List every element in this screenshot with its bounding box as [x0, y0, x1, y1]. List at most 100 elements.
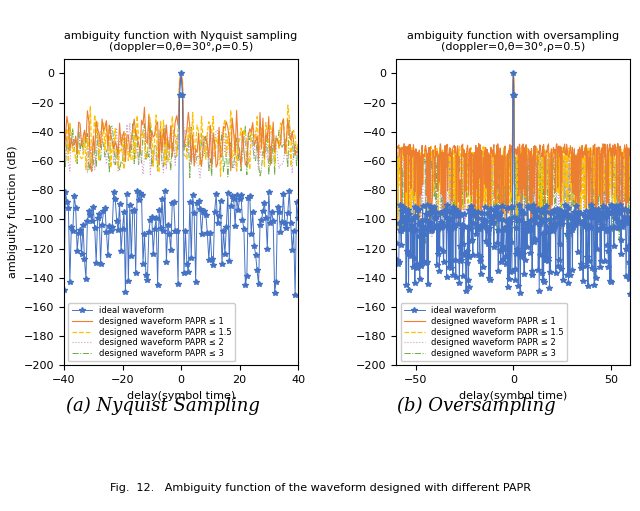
designed waveform PAPR ≤ 1 — [139, 122, 147, 128]
designed waveform PAPR ≤ 1 — [88, 169, 95, 175]
designed waveform PAPR ≤ 1.5 — [617, 152, 625, 158]
designed waveform PAPR ≤ 3 — [617, 161, 625, 168]
designed waveform PAPR ≤ 1 — [566, 146, 574, 152]
designed waveform PAPR ≤ 1.5 — [285, 115, 293, 121]
Line: designed waveform PAPR ≤ 2: designed waveform PAPR ≤ 2 — [396, 74, 630, 239]
designed waveform PAPR ≤ 3 — [558, 170, 566, 176]
designed waveform PAPR ≤ 2 — [138, 154, 145, 160]
designed waveform PAPR ≤ 1.5 — [566, 150, 574, 156]
ideal waveform — [125, 277, 132, 284]
X-axis label: delay(symbol time): delay(symbol time) — [127, 390, 235, 401]
Text: (b) Oversampling: (b) Oversampling — [397, 397, 556, 415]
ideal waveform — [268, 209, 276, 215]
Text: (a) Nyquist Sampling: (a) Nyquist Sampling — [67, 397, 260, 415]
designed waveform PAPR ≤ 1 — [177, 71, 185, 77]
designed waveform PAPR ≤ 1.5 — [138, 132, 145, 138]
designed waveform PAPR ≤ 2 — [411, 236, 419, 242]
Line: designed waveform PAPR ≤ 2: designed waveform PAPR ≤ 2 — [64, 74, 298, 178]
designed waveform PAPR ≤ 2 — [558, 189, 566, 195]
designed waveform PAPR ≤ 3 — [258, 166, 266, 172]
designed waveform PAPR ≤ 2 — [563, 207, 571, 214]
designed waveform PAPR ≤ 3 — [269, 131, 277, 137]
designed waveform PAPR ≤ 1 — [558, 149, 566, 155]
designed waveform PAPR ≤ 1.5 — [125, 158, 132, 164]
Line: designed waveform PAPR ≤ 3: designed waveform PAPR ≤ 3 — [64, 74, 298, 178]
ideal waveform — [566, 222, 573, 228]
designed waveform PAPR ≤ 2 — [177, 71, 185, 77]
designed waveform PAPR ≤ 2 — [196, 175, 204, 181]
designed waveform PAPR ≤ 3 — [285, 117, 293, 123]
ideal waveform — [563, 211, 570, 217]
designed waveform PAPR ≤ 2 — [509, 71, 517, 77]
Line: designed waveform PAPR ≤ 1.5: designed waveform PAPR ≤ 1.5 — [396, 74, 630, 231]
Line: designed waveform PAPR ≤ 1: designed waveform PAPR ≤ 1 — [64, 74, 298, 172]
designed waveform PAPR ≤ 1.5 — [258, 125, 266, 131]
designed waveform PAPR ≤ 1 — [499, 211, 507, 217]
designed waveform PAPR ≤ 2 — [617, 161, 625, 168]
designed waveform PAPR ≤ 1 — [148, 128, 156, 134]
designed waveform PAPR ≤ 1 — [392, 143, 400, 149]
designed waveform PAPR ≤ 2 — [566, 189, 574, 195]
designed waveform PAPR ≤ 1.5 — [294, 142, 302, 148]
Line: ideal waveform: ideal waveform — [61, 71, 301, 298]
ideal waveform — [284, 210, 292, 216]
designed waveform PAPR ≤ 2 — [512, 207, 520, 214]
designed waveform PAPR ≤ 3 — [294, 140, 302, 146]
designed waveform PAPR ≤ 1.5 — [472, 228, 480, 235]
designed waveform PAPR ≤ 1 — [509, 71, 517, 77]
designed waveform PAPR ≤ 1 — [60, 154, 68, 160]
designed waveform PAPR ≤ 1.5 — [499, 155, 507, 161]
designed waveform PAPR ≤ 1.5 — [177, 71, 185, 77]
ideal waveform — [392, 240, 400, 246]
Line: designed waveform PAPR ≤ 3: designed waveform PAPR ≤ 3 — [396, 74, 630, 243]
Line: designed waveform PAPR ≤ 1: designed waveform PAPR ≤ 1 — [396, 74, 630, 224]
X-axis label: delay(symbol time): delay(symbol time) — [460, 390, 568, 401]
designed waveform PAPR ≤ 3 — [509, 71, 517, 77]
designed waveform PAPR ≤ 3 — [566, 158, 574, 165]
designed waveform PAPR ≤ 1 — [258, 146, 266, 152]
Text: Fig.  12.   Ambiguity function of the waveform designed with different PAPR: Fig. 12. Ambiguity function of the wavef… — [109, 482, 531, 493]
designed waveform PAPR ≤ 3 — [60, 138, 68, 144]
designed waveform PAPR ≤ 1 — [269, 119, 277, 125]
designed waveform PAPR ≤ 1.5 — [147, 118, 154, 124]
designed waveform PAPR ≤ 1.5 — [509, 71, 517, 77]
ideal waveform — [499, 217, 506, 223]
designed waveform PAPR ≤ 3 — [177, 71, 185, 77]
ideal waveform — [147, 217, 154, 223]
designed waveform PAPR ≤ 2 — [258, 153, 266, 159]
ideal waveform — [256, 222, 264, 228]
designed waveform PAPR ≤ 3 — [147, 120, 154, 126]
Title: ambiguity function with Nyquist sampling
(doppler=0,θ=30°,ρ=0.5): ambiguity function with Nyquist sampling… — [65, 31, 298, 53]
designed waveform PAPR ≤ 1.5 — [269, 125, 277, 131]
designed waveform PAPR ≤ 1.5 — [512, 149, 520, 155]
Y-axis label: ambiguity function (dB): ambiguity function (dB) — [8, 146, 18, 278]
Title: ambiguity function with oversampling
(doppler=0,θ=30°,ρ=0.5): ambiguity function with oversampling (do… — [407, 31, 620, 53]
designed waveform PAPR ≤ 3 — [563, 239, 571, 245]
designed waveform PAPR ≤ 2 — [285, 150, 293, 156]
ideal waveform — [509, 71, 517, 77]
designed waveform PAPR ≤ 3 — [627, 219, 634, 225]
ideal waveform — [627, 291, 634, 297]
designed waveform PAPR ≤ 3 — [392, 155, 400, 161]
designed waveform PAPR ≤ 3 — [499, 164, 507, 170]
designed waveform PAPR ≤ 3 — [186, 175, 194, 181]
designed waveform PAPR ≤ 1.5 — [392, 151, 400, 157]
designed waveform PAPR ≤ 2 — [294, 154, 302, 160]
ideal waveform — [294, 215, 302, 221]
ideal waveform — [291, 292, 299, 298]
designed waveform PAPR ≤ 1 — [627, 144, 634, 150]
designed waveform PAPR ≤ 2 — [147, 172, 154, 178]
designed waveform PAPR ≤ 1 — [126, 150, 134, 156]
designed waveform PAPR ≤ 1 — [294, 149, 302, 155]
designed waveform PAPR ≤ 3 — [125, 149, 132, 155]
Line: designed waveform PAPR ≤ 1.5: designed waveform PAPR ≤ 1.5 — [64, 74, 298, 176]
ideal waveform — [60, 287, 68, 293]
designed waveform PAPR ≤ 1 — [512, 150, 520, 156]
ideal waveform — [177, 71, 185, 77]
Line: ideal waveform: ideal waveform — [394, 71, 633, 296]
designed waveform PAPR ≤ 2 — [392, 190, 400, 196]
designed waveform PAPR ≤ 1 — [285, 131, 293, 137]
ideal waveform — [511, 276, 519, 283]
designed waveform PAPR ≤ 1.5 — [627, 156, 634, 162]
designed waveform PAPR ≤ 1.5 — [60, 157, 68, 163]
